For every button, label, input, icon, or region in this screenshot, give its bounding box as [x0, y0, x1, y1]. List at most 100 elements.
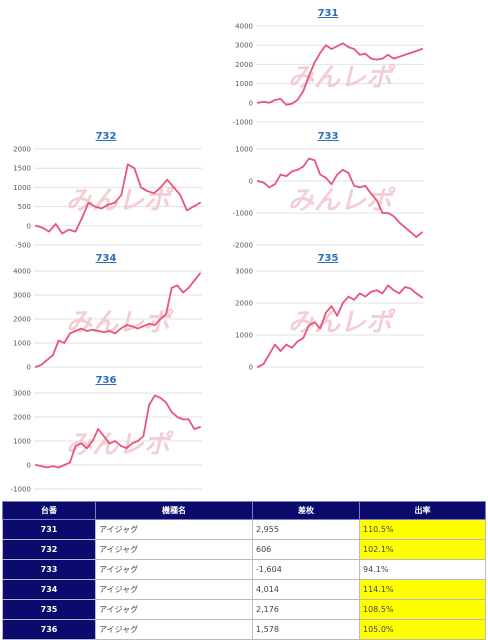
- y-tick-label: 3000: [235, 268, 253, 276]
- data-point: [142, 435, 145, 437]
- data-point: [291, 170, 293, 173]
- data-point: [364, 53, 367, 55]
- chart-732: 732 2000 1500 1000 500 0 -500 みんレポ: [6, 131, 206, 251]
- data-point: [86, 330, 88, 332]
- machine-number: 734: [2, 579, 96, 600]
- data-point: [182, 418, 184, 421]
- data-point: [120, 194, 123, 196]
- data-point: [187, 287, 190, 289]
- payout-rate: 110.5%: [359, 519, 486, 540]
- data-point: [319, 327, 322, 330]
- data-point: [133, 167, 136, 169]
- data-point: [108, 330, 111, 332]
- data-point: [353, 299, 355, 301]
- data-point: [113, 201, 116, 204]
- data-point: [392, 57, 395, 60]
- data-point: [381, 57, 384, 60]
- data-point: [131, 325, 133, 327]
- data-point: [192, 205, 195, 208]
- y-tick-label: 0: [249, 99, 253, 107]
- chart-title-734[interactable]: 734: [95, 253, 117, 264]
- data-point: [409, 52, 412, 54]
- data-point: [80, 442, 83, 445]
- table-row: 732 アイジャグ 606 102.1%: [2, 539, 486, 560]
- header-machine-name: 機種名: [95, 501, 253, 520]
- data-point: [257, 180, 259, 182]
- data-point: [387, 284, 389, 287]
- watermark-logo: みんレポ: [288, 308, 396, 338]
- data-point: [342, 169, 344, 171]
- data-point: [421, 48, 423, 50]
- difference-value: 2,176: [252, 599, 360, 620]
- machine-number: 735: [2, 599, 96, 620]
- data-point: [125, 447, 128, 449]
- data-point: [131, 442, 133, 445]
- data-point: [146, 190, 149, 193]
- data-point: [302, 90, 305, 93]
- data-point: [291, 102, 293, 105]
- chart-title-731[interactable]: 731: [317, 8, 339, 19]
- data-point: [262, 181, 265, 184]
- machine-number: 732: [2, 539, 96, 560]
- y-tick-label: 0: [27, 222, 31, 230]
- difference-value: 1,578: [252, 619, 360, 640]
- data-point: [262, 101, 265, 103]
- data-point: [409, 287, 412, 290]
- data-point: [199, 272, 201, 275]
- data-point: [404, 54, 406, 56]
- chart-title-732[interactable]: 732: [95, 131, 117, 142]
- chart-733-svg: 1000 0 -1000 -2000 みんレポ: [233, 146, 424, 250]
- data-point: [415, 292, 418, 295]
- data-point: [285, 343, 288, 346]
- data-point: [415, 50, 418, 52]
- data-point: [148, 404, 150, 406]
- data-point: [172, 186, 175, 189]
- data-point: [308, 324, 310, 327]
- y-tick-label: -1000: [233, 210, 253, 218]
- data-point: [166, 178, 168, 181]
- payout-rate: 102.1%: [359, 539, 486, 560]
- y-tick-label: -1000: [11, 486, 31, 494]
- data-point: [48, 230, 50, 233]
- data-point: [291, 347, 293, 349]
- data-point: [120, 445, 122, 447]
- data-point: [257, 366, 259, 368]
- data-point: [159, 186, 162, 189]
- y-tick-label: 3000: [13, 292, 31, 300]
- data-point: [347, 172, 350, 174]
- data-point: [114, 332, 116, 335]
- table-row: 735 アイジャグ 2,176 108.5%: [2, 599, 486, 620]
- data-point: [41, 226, 44, 229]
- machine-number: 736: [2, 619, 96, 640]
- data-point: [120, 327, 122, 330]
- data-point: [370, 291, 372, 293]
- series-line: [35, 272, 201, 368]
- data-point: [153, 192, 155, 194]
- data-point: [142, 325, 145, 327]
- y-tick-label: -500: [15, 242, 31, 250]
- y-tick-label: 500: [18, 203, 31, 211]
- data-point: [375, 289, 378, 291]
- chart-title-735[interactable]: 735: [317, 253, 339, 264]
- data-point: [170, 411, 173, 413]
- data-point: [392, 215, 395, 217]
- data-point: [358, 186, 361, 189]
- table-header-row: 台番 機種名 差枚 出率: [2, 501, 486, 520]
- y-tick-label: 2000: [235, 61, 253, 69]
- chart-733: 733 1000 0 -1000 -2000 みんレポ: [228, 131, 428, 251]
- data-point: [91, 329, 94, 331]
- watermark-logo: みんレポ: [288, 186, 396, 216]
- data-point: [387, 54, 389, 56]
- chart-title-733[interactable]: 733: [317, 131, 339, 142]
- machine-name: アイジャグ: [95, 539, 253, 560]
- header-payout-rate: 出率: [359, 501, 486, 520]
- data-point: [342, 302, 344, 304]
- data-point: [100, 207, 103, 210]
- data-point: [199, 201, 201, 204]
- data-point: [35, 225, 37, 227]
- data-point: [87, 201, 90, 204]
- difference-value: 606: [252, 539, 360, 560]
- data-point: [107, 203, 109, 206]
- chart-title-736[interactable]: 736: [95, 375, 117, 386]
